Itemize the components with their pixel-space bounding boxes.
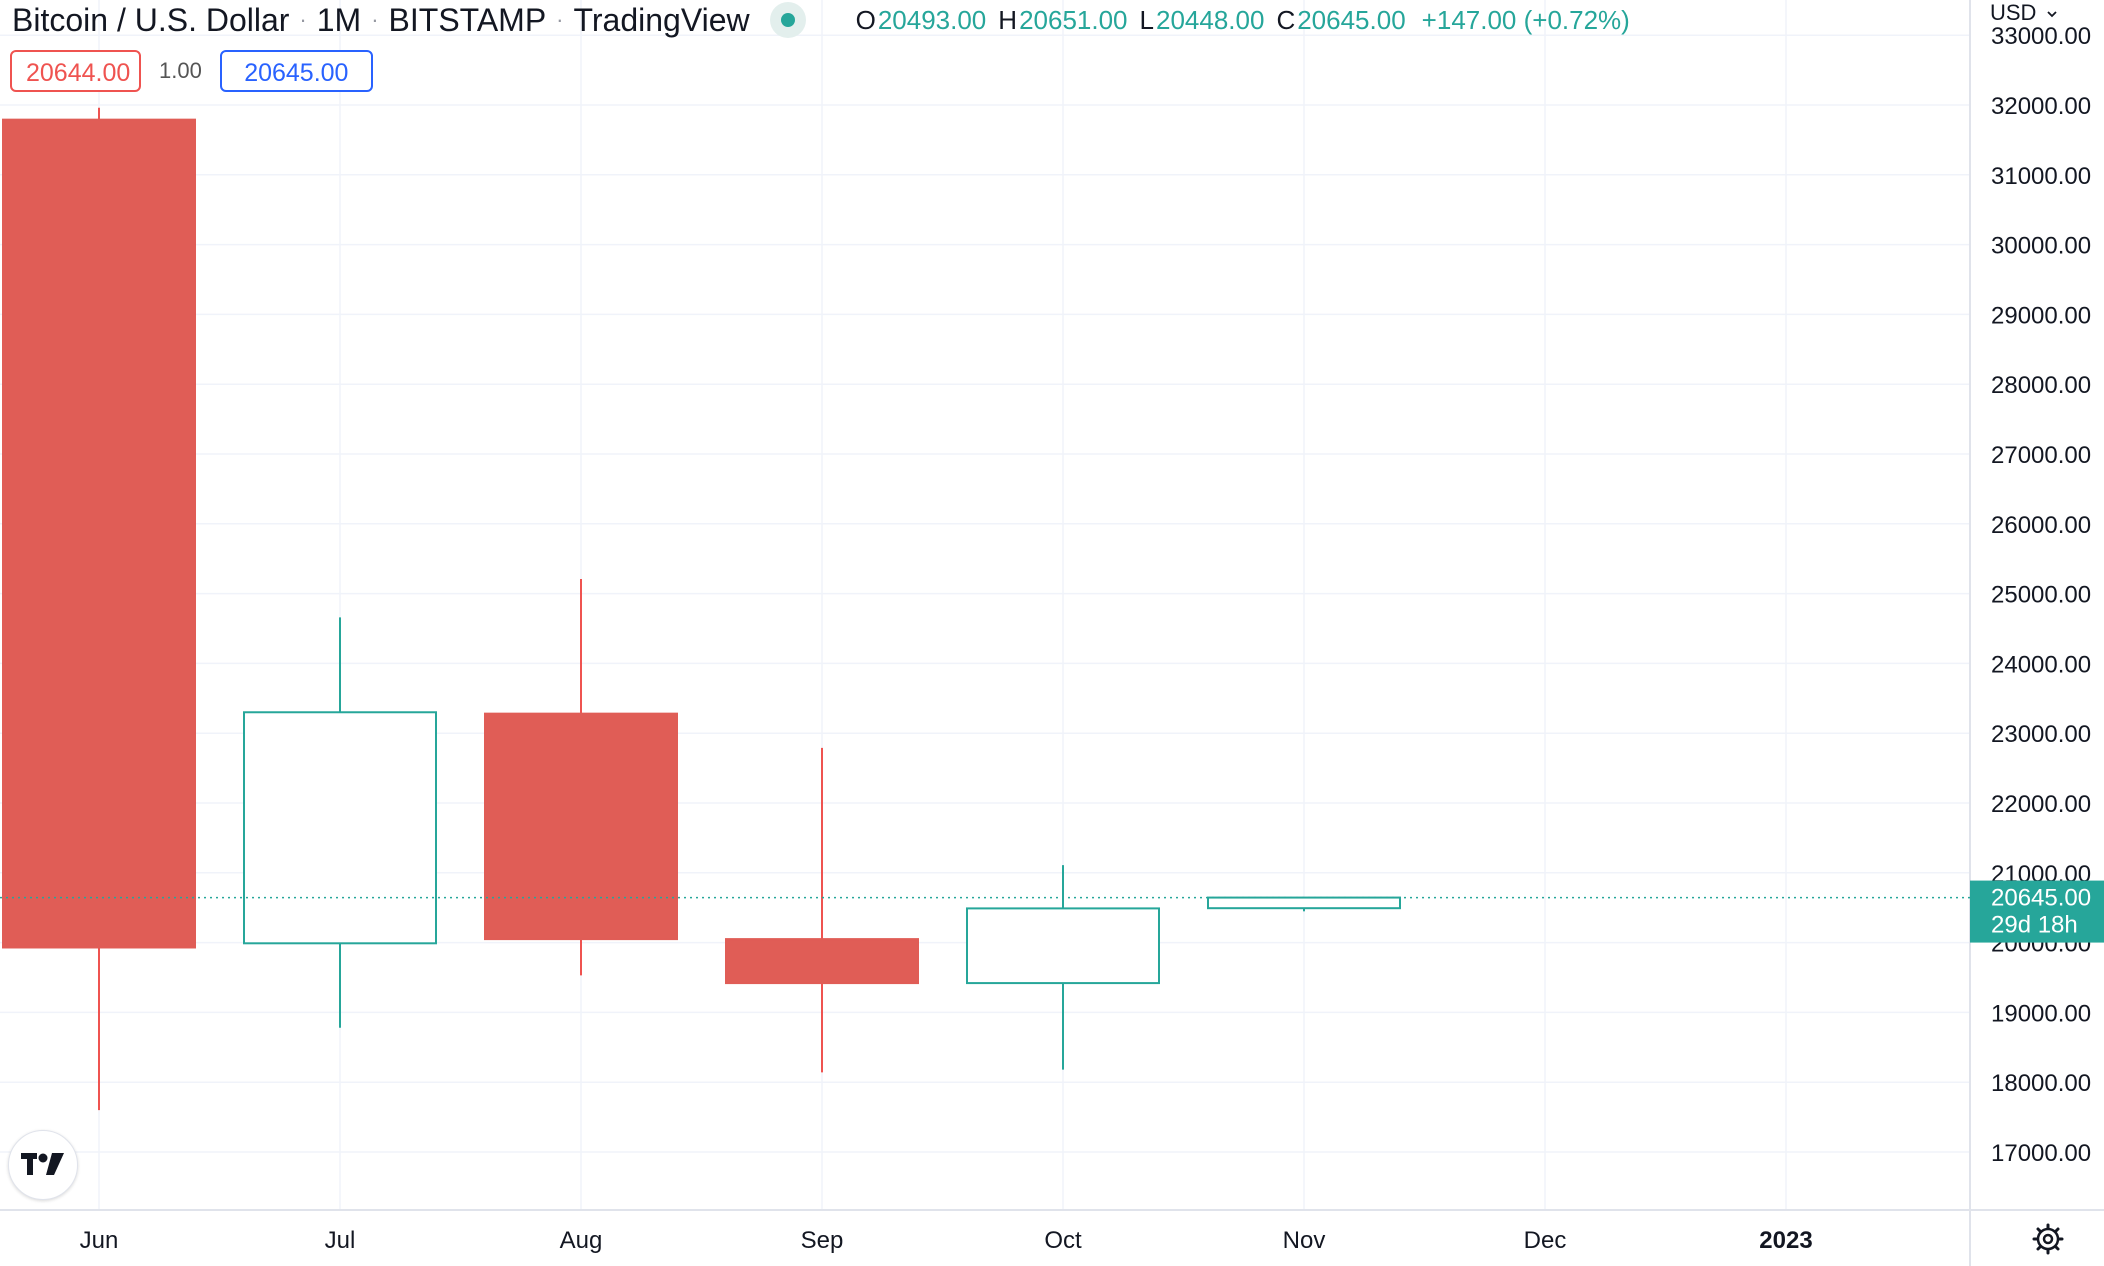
legend-separator: · [371,7,379,32]
candle [2,107,196,1111]
y-tick-label: 17000.00 [1991,1140,2091,1167]
candle [243,617,437,1028]
last-price-tag: 20645.00 29d 18h [1970,880,2104,943]
market-status-icon[interactable] [769,2,806,38]
symbol-name[interactable]: Bitcoin / U.S. Dollar [12,1,290,38]
chevron-down-icon [2046,11,2057,18]
x-tick-label: 2023 [1759,1227,1812,1254]
quantity-value[interactable]: 1.00 [159,58,202,83]
y-tick-label: 31000.00 [1991,163,2091,190]
candle [966,865,1160,1070]
y-tick-label: 22000.00 [1991,791,2091,818]
candle-body [2,118,196,949]
x-tick-label: Aug [560,1227,603,1254]
chart-grid [0,0,1970,1210]
y-tick-label: 29000.00 [1991,302,2091,329]
close-label: C [1276,4,1296,35]
trade-panel: 20644.00 1.00 20645.00 [10,50,373,92]
x-tick-label: Nov [1283,1227,1326,1254]
x-tick-label: Dec [1524,1227,1567,1254]
currency-label: USD [1990,0,2037,25]
legend-separator: · [299,7,307,32]
tradingview-logo-icon[interactable] [8,1130,78,1200]
candle-body [243,711,437,945]
x-tick-label: Sep [801,1227,844,1254]
gear-glyph [2032,1223,2064,1255]
x-tick-label: Jun [80,1227,119,1254]
sell-button[interactable]: 20644.00 [10,50,141,92]
high-value: 20651.00 [1019,4,1128,35]
candle-body [484,712,678,941]
y-tick-label: 33000.00 [1991,23,2091,50]
low-label: L [1139,4,1154,35]
candle-body [1207,896,1401,910]
close-value: 20645.00 [1297,4,1406,35]
candle [484,578,678,976]
tradingview-logo-mark [21,1153,64,1175]
y-tick-label: 26000.00 [1991,512,2091,539]
settings-gear-icon[interactable] [2031,1222,2065,1261]
candle-body [725,938,919,985]
candles-layer [2,107,1401,1111]
y-axis-labels: 33000.00 32000.00 31000.00 30000.00 29000.00… [1991,23,2091,1167]
y-tick-label: 24000.00 [1991,651,2091,678]
y-tick-label: 18000.00 [1991,1070,2091,1097]
y-tick-label: 23000.00 [1991,721,2091,748]
candle [1207,896,1401,912]
last-price-value: 20645.00 [1991,885,2091,912]
candle-body [966,907,1160,985]
change-value: +147.00 (+0.72%) [1421,4,1630,35]
y-tick-label: 19000.00 [1991,1000,2091,1027]
low-value: 20448.00 [1155,4,1265,35]
candle [725,747,919,1073]
open-value: 20493.00 [877,4,987,35]
provider-label: TradingView [573,1,750,38]
y-tick-label: 28000.00 [1991,372,2091,399]
y-tick-label: 32000.00 [1991,93,2091,120]
x-tick-label: Jul [325,1227,356,1254]
interval-label[interactable]: 1M [316,1,362,38]
last-price-tag-bg [1970,880,2104,943]
chart-legend: Bitcoin / U.S. Dollar · 1M · BITSTAMP · … [12,0,1630,40]
y-tick-label: 27000.00 [1991,442,2091,469]
buy-button[interactable]: 20645.00 [219,50,373,92]
x-tick-label: Oct [1044,1227,1082,1254]
y-tick-label: 25000.00 [1991,582,2091,609]
legend-separator: · [556,7,564,32]
currency-selector[interactable]: USD [1990,0,2058,26]
last-price-countdown: 29d 18h [1991,912,2078,939]
x-axis-labels: Jun Jul Aug Sep Oct Nov Dec 2023 [80,1227,1813,1254]
exchange-label: BITSTAMP [388,1,547,38]
ohlc-values: O20493.00 H20651.00 L20448.00 C20645.00 … [856,5,1630,36]
high-label: H [998,4,1018,35]
open-label: O [855,4,876,35]
y-tick-label: 30000.00 [1991,233,2091,260]
